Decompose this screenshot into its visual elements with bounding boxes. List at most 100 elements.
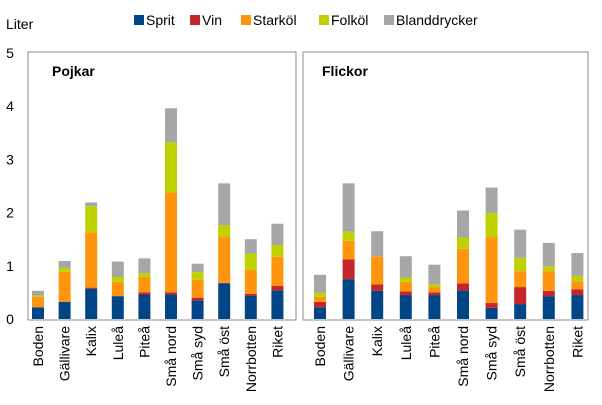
x-tick-label-pojkar-boden: Boden bbox=[30, 326, 46, 366]
bar-pojkar-kalix-sprit bbox=[85, 288, 98, 319]
x-tick-label-flickor-lulea: Luleå bbox=[398, 326, 414, 360]
y-axis-label: Liter bbox=[6, 16, 34, 32]
bar-pojkar-pitea-blanddrycker bbox=[138, 258, 151, 274]
bar-flickor-gallivare-blanddrycker bbox=[342, 183, 355, 232]
legend: Sprit Vin Starköl Folköl Blanddrycker bbox=[134, 12, 478, 28]
bar-flickor-sma-nord-starkol bbox=[457, 248, 469, 284]
legend-label-starkol: Starköl bbox=[253, 12, 297, 28]
bar-flickor-gallivare-folkol bbox=[342, 231, 355, 241]
bar-flickor-sma-ost-sprit bbox=[514, 304, 527, 319]
y-tick-label: 1 bbox=[6, 258, 14, 274]
bar-flickor-sma-nord-vin bbox=[457, 283, 469, 291]
legend-swatch-sprit bbox=[134, 15, 144, 25]
y-tick-label: 2 bbox=[6, 205, 14, 221]
bar-flickor-lulea-starkol bbox=[399, 281, 412, 292]
x-tick-label-pojkar-gallivare: Gällivare bbox=[57, 326, 73, 381]
y-axis: 0 1 2 3 4 5 bbox=[6, 45, 14, 327]
bar-pojkar-riket-sprit bbox=[271, 290, 284, 319]
panel-flickor-tick-labels: Boden Gällivare Kalix Luleå Piteå Små nord Små… bbox=[312, 326, 585, 392]
bar-pojkar-gallivare-starkol bbox=[58, 271, 71, 302]
bar-flickor-norrbotten-sprit bbox=[542, 296, 555, 319]
x-tick-label-flickor-pitea: Piteå bbox=[426, 326, 442, 358]
bar-pojkar-pitea-folkol bbox=[138, 273, 151, 278]
bar-flickor-sma-ost-starkol bbox=[514, 271, 527, 288]
bar-flickor-riket-folkol bbox=[571, 275, 584, 282]
panel-flickor-title: Flickor bbox=[322, 63, 368, 79]
legend-label-folkol: Folköl bbox=[331, 12, 368, 28]
bar-flickor-boden-sprit bbox=[314, 307, 326, 319]
bar-pojkar-kalix-blanddrycker bbox=[85, 202, 98, 207]
bar-flickor-sma-nord-folkol bbox=[457, 237, 469, 249]
bar-flickor-gallivare-vin bbox=[342, 259, 355, 280]
bar-pojkar-boden-blanddrycker bbox=[32, 290, 44, 296]
bar-flickor-norrbotten-blanddrycker bbox=[542, 242, 555, 267]
bar-pojkar-riket-starkol bbox=[271, 256, 284, 287]
bar-pojkar-sma-syd-sprit bbox=[191, 300, 204, 319]
bar-pojkar-boden-starkol bbox=[32, 296, 44, 308]
bar-flickor-kalix-vin bbox=[371, 284, 384, 291]
bar-pojkar-norrbotten-starkol bbox=[244, 270, 257, 294]
x-tick-label-flickor-sma-nord: Små nord bbox=[455, 326, 471, 387]
bar-flickor-sma-syd-starkol bbox=[485, 237, 498, 304]
x-tick-label-flickor-sma-syd: Små syd bbox=[484, 326, 500, 380]
y-tick-label: 4 bbox=[6, 98, 14, 114]
bar-flickor-pitea-folkol bbox=[428, 284, 441, 288]
bar-pojkar-pitea-starkol bbox=[138, 277, 151, 293]
bar-pojkar-pitea-vin bbox=[138, 292, 151, 295]
bar-flickor-sma-ost-blanddrycker bbox=[514, 229, 527, 258]
bar-flickor-sma-ost-vin bbox=[514, 287, 527, 305]
bar-pojkar-gallivare-blanddrycker bbox=[58, 261, 71, 268]
y-tick-label: 3 bbox=[6, 151, 14, 167]
x-tick-label-flickor-riket: Riket bbox=[569, 326, 585, 358]
bar-pojkar-kalix-vin bbox=[85, 287, 98, 289]
bar-flickor-boden-blanddrycker bbox=[314, 274, 326, 293]
bar-pojkar-lulea-starkol bbox=[111, 281, 124, 297]
bar-flickor-riket-blanddrycker bbox=[571, 253, 584, 276]
bar-flickor-riket-starkol bbox=[571, 281, 584, 290]
bar-pojkar-sma-ost-vin bbox=[218, 282, 231, 284]
bar-pojkar-lulea-blanddrycker bbox=[111, 261, 124, 277]
bar-pojkar-sma-ost-blanddrycker bbox=[218, 183, 231, 226]
bar-flickor-kalix-starkol bbox=[371, 256, 384, 285]
bar-pojkar-lulea-folkol bbox=[111, 276, 124, 282]
bar-pojkar-riket-blanddrycker bbox=[271, 223, 284, 246]
panel-pojkar: Pojkar Boden Gällivare Kalix Luleå Piteå Små … bbox=[27, 51, 297, 392]
x-tick-label-pojkar-lulea: Luleå bbox=[110, 326, 126, 360]
bar-flickor-pitea-sprit bbox=[428, 295, 441, 319]
bar-pojkar-lulea-sprit bbox=[111, 296, 124, 319]
bar-flickor-pitea-starkol bbox=[428, 287, 441, 293]
bar-pojkar-gallivare-folkol bbox=[58, 267, 71, 272]
panel-flickor-bars bbox=[314, 183, 584, 319]
bar-pojkar-sma-syd-folkol bbox=[191, 272, 204, 280]
bar-flickor-sma-syd-vin bbox=[485, 303, 498, 308]
panel-pojkar-tick-labels: Boden Gällivare Kalix Luleå Piteå Små nord Små… bbox=[30, 326, 285, 392]
bar-pojkar-sma-syd-blanddrycker bbox=[191, 263, 204, 273]
legend-swatch-starkol bbox=[241, 15, 251, 25]
x-tick-label-flickor-sma-ost: Små öst bbox=[512, 326, 528, 377]
bar-pojkar-boden-sprit bbox=[32, 307, 44, 319]
panel-pojkar-bars bbox=[32, 108, 284, 319]
bar-flickor-sma-ost-folkol bbox=[514, 257, 527, 272]
bar-pojkar-sma-ost-starkol bbox=[218, 237, 231, 283]
x-tick-label-pojkar-sma-syd: Små syd bbox=[190, 326, 206, 380]
x-tick-label-flickor-boden: Boden bbox=[312, 326, 328, 366]
legend-swatch-blanddrycker bbox=[384, 15, 394, 25]
x-tick-label-pojkar-sma-ost: Små öst bbox=[216, 326, 232, 377]
bar-pojkar-sma-nord-vin bbox=[165, 292, 177, 295]
bar-pojkar-sma-nord-blanddrycker bbox=[165, 108, 177, 143]
legend-swatch-folkol bbox=[319, 15, 329, 25]
bar-flickor-riket-vin bbox=[571, 289, 584, 296]
bar-pojkar-riket-vin bbox=[271, 286, 284, 291]
legend-swatch-vin bbox=[190, 15, 200, 25]
x-tick-label-pojkar-sma-nord: Små nord bbox=[163, 326, 179, 387]
y-tick-label: 0 bbox=[6, 311, 14, 327]
bar-pojkar-norrbotten-vin bbox=[244, 293, 257, 296]
x-tick-label-pojkar-norrbotten: Norrbotten bbox=[243, 326, 259, 392]
bar-flickor-pitea-blanddrycker bbox=[428, 264, 441, 285]
x-tick-label-flickor-gallivare: Gällivare bbox=[341, 326, 357, 381]
bar-flickor-gallivare-sprit bbox=[342, 279, 355, 319]
bar-flickor-kalix-blanddrycker bbox=[371, 231, 384, 257]
legend-label-vin: Vin bbox=[202, 12, 222, 28]
bar-flickor-lulea-vin bbox=[399, 291, 412, 296]
